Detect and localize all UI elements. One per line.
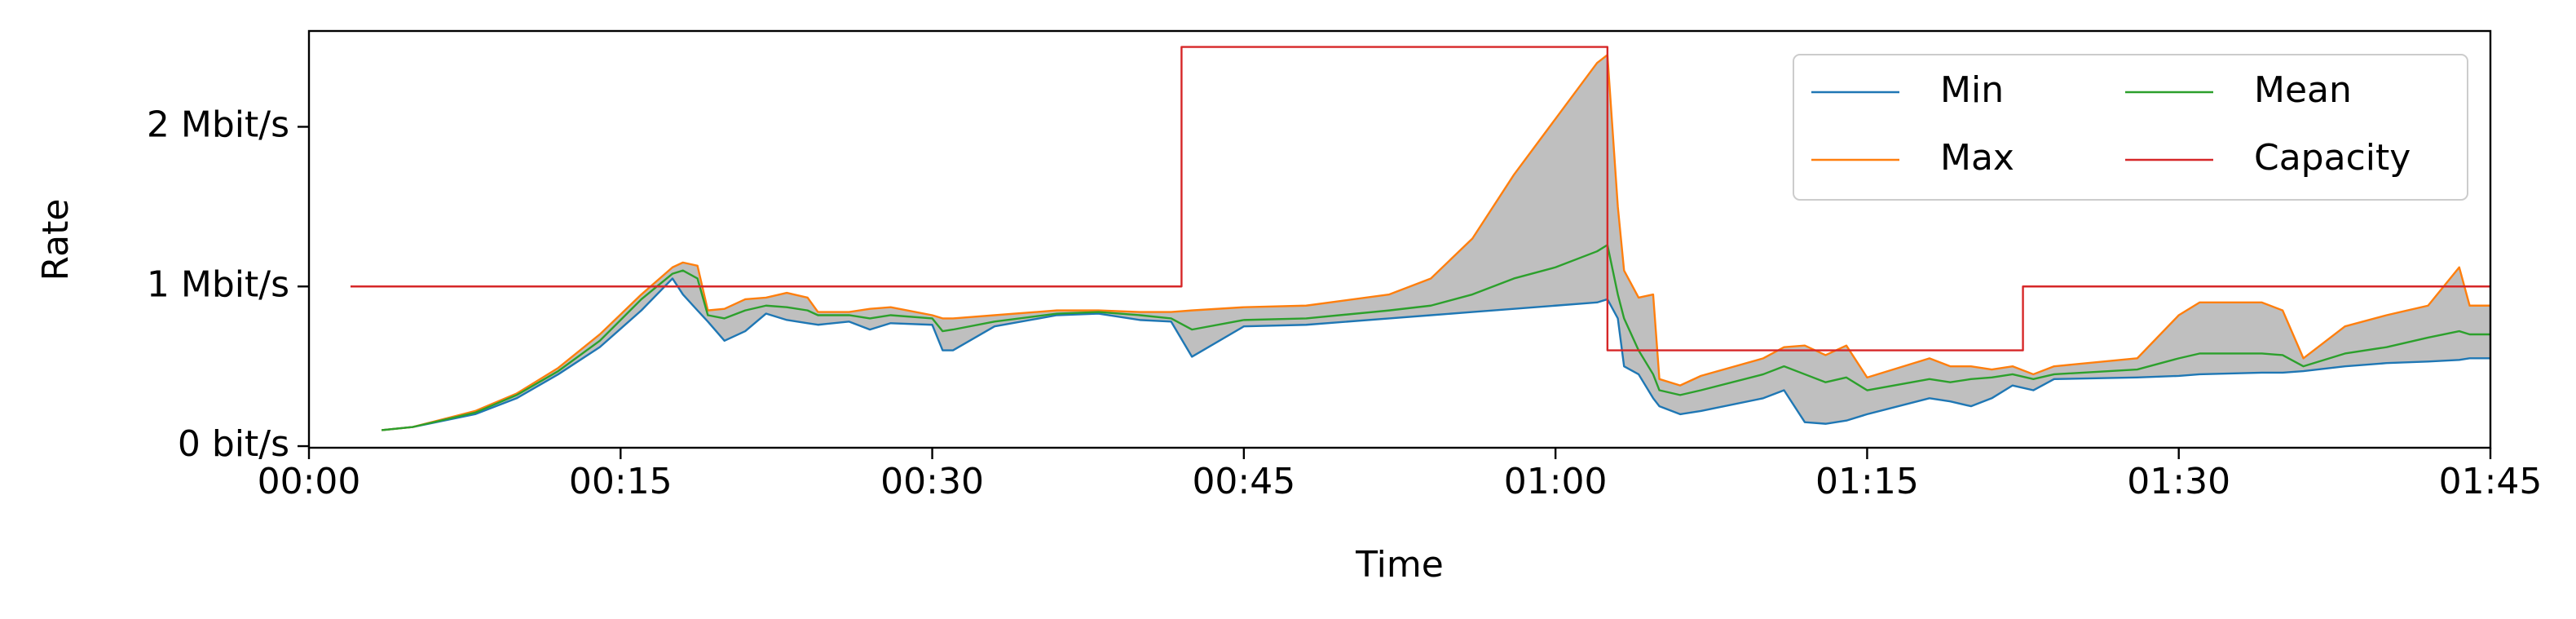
legend-label: Capacity — [2254, 137, 2411, 179]
y-axis-label: Rate — [35, 199, 77, 281]
legend-label: Min — [1940, 69, 2004, 111]
x-tick-label: 01:30 — [2127, 461, 2230, 502]
legend-box — [1793, 54, 2468, 201]
x-tick-label: 01:45 — [2439, 461, 2543, 502]
legend-label: Max — [1940, 137, 2014, 179]
y-tick-label: 0 bit/s — [178, 423, 289, 465]
y-tick-label: 1 Mbit/s — [147, 263, 289, 305]
series-line — [350, 46, 2490, 352]
x-tick-label: 00:45 — [1192, 461, 1295, 502]
legend-label: Mean — [2254, 69, 2352, 111]
x-tick-label: 01:00 — [1504, 461, 1608, 502]
plot-frame — [307, 29, 2492, 449]
x-tick-label: 00:30 — [880, 461, 984, 502]
series-line — [382, 54, 2490, 431]
x-axis-label: Time — [1355, 544, 1444, 586]
series-line — [382, 244, 2490, 431]
series-line — [382, 277, 2490, 431]
x-tick-label: 00:00 — [258, 461, 361, 502]
y-tick-label: 2 Mbit/s — [147, 104, 289, 145]
x-tick-label: 01:15 — [1815, 461, 1919, 502]
x-tick-label: 00:15 — [569, 461, 673, 502]
